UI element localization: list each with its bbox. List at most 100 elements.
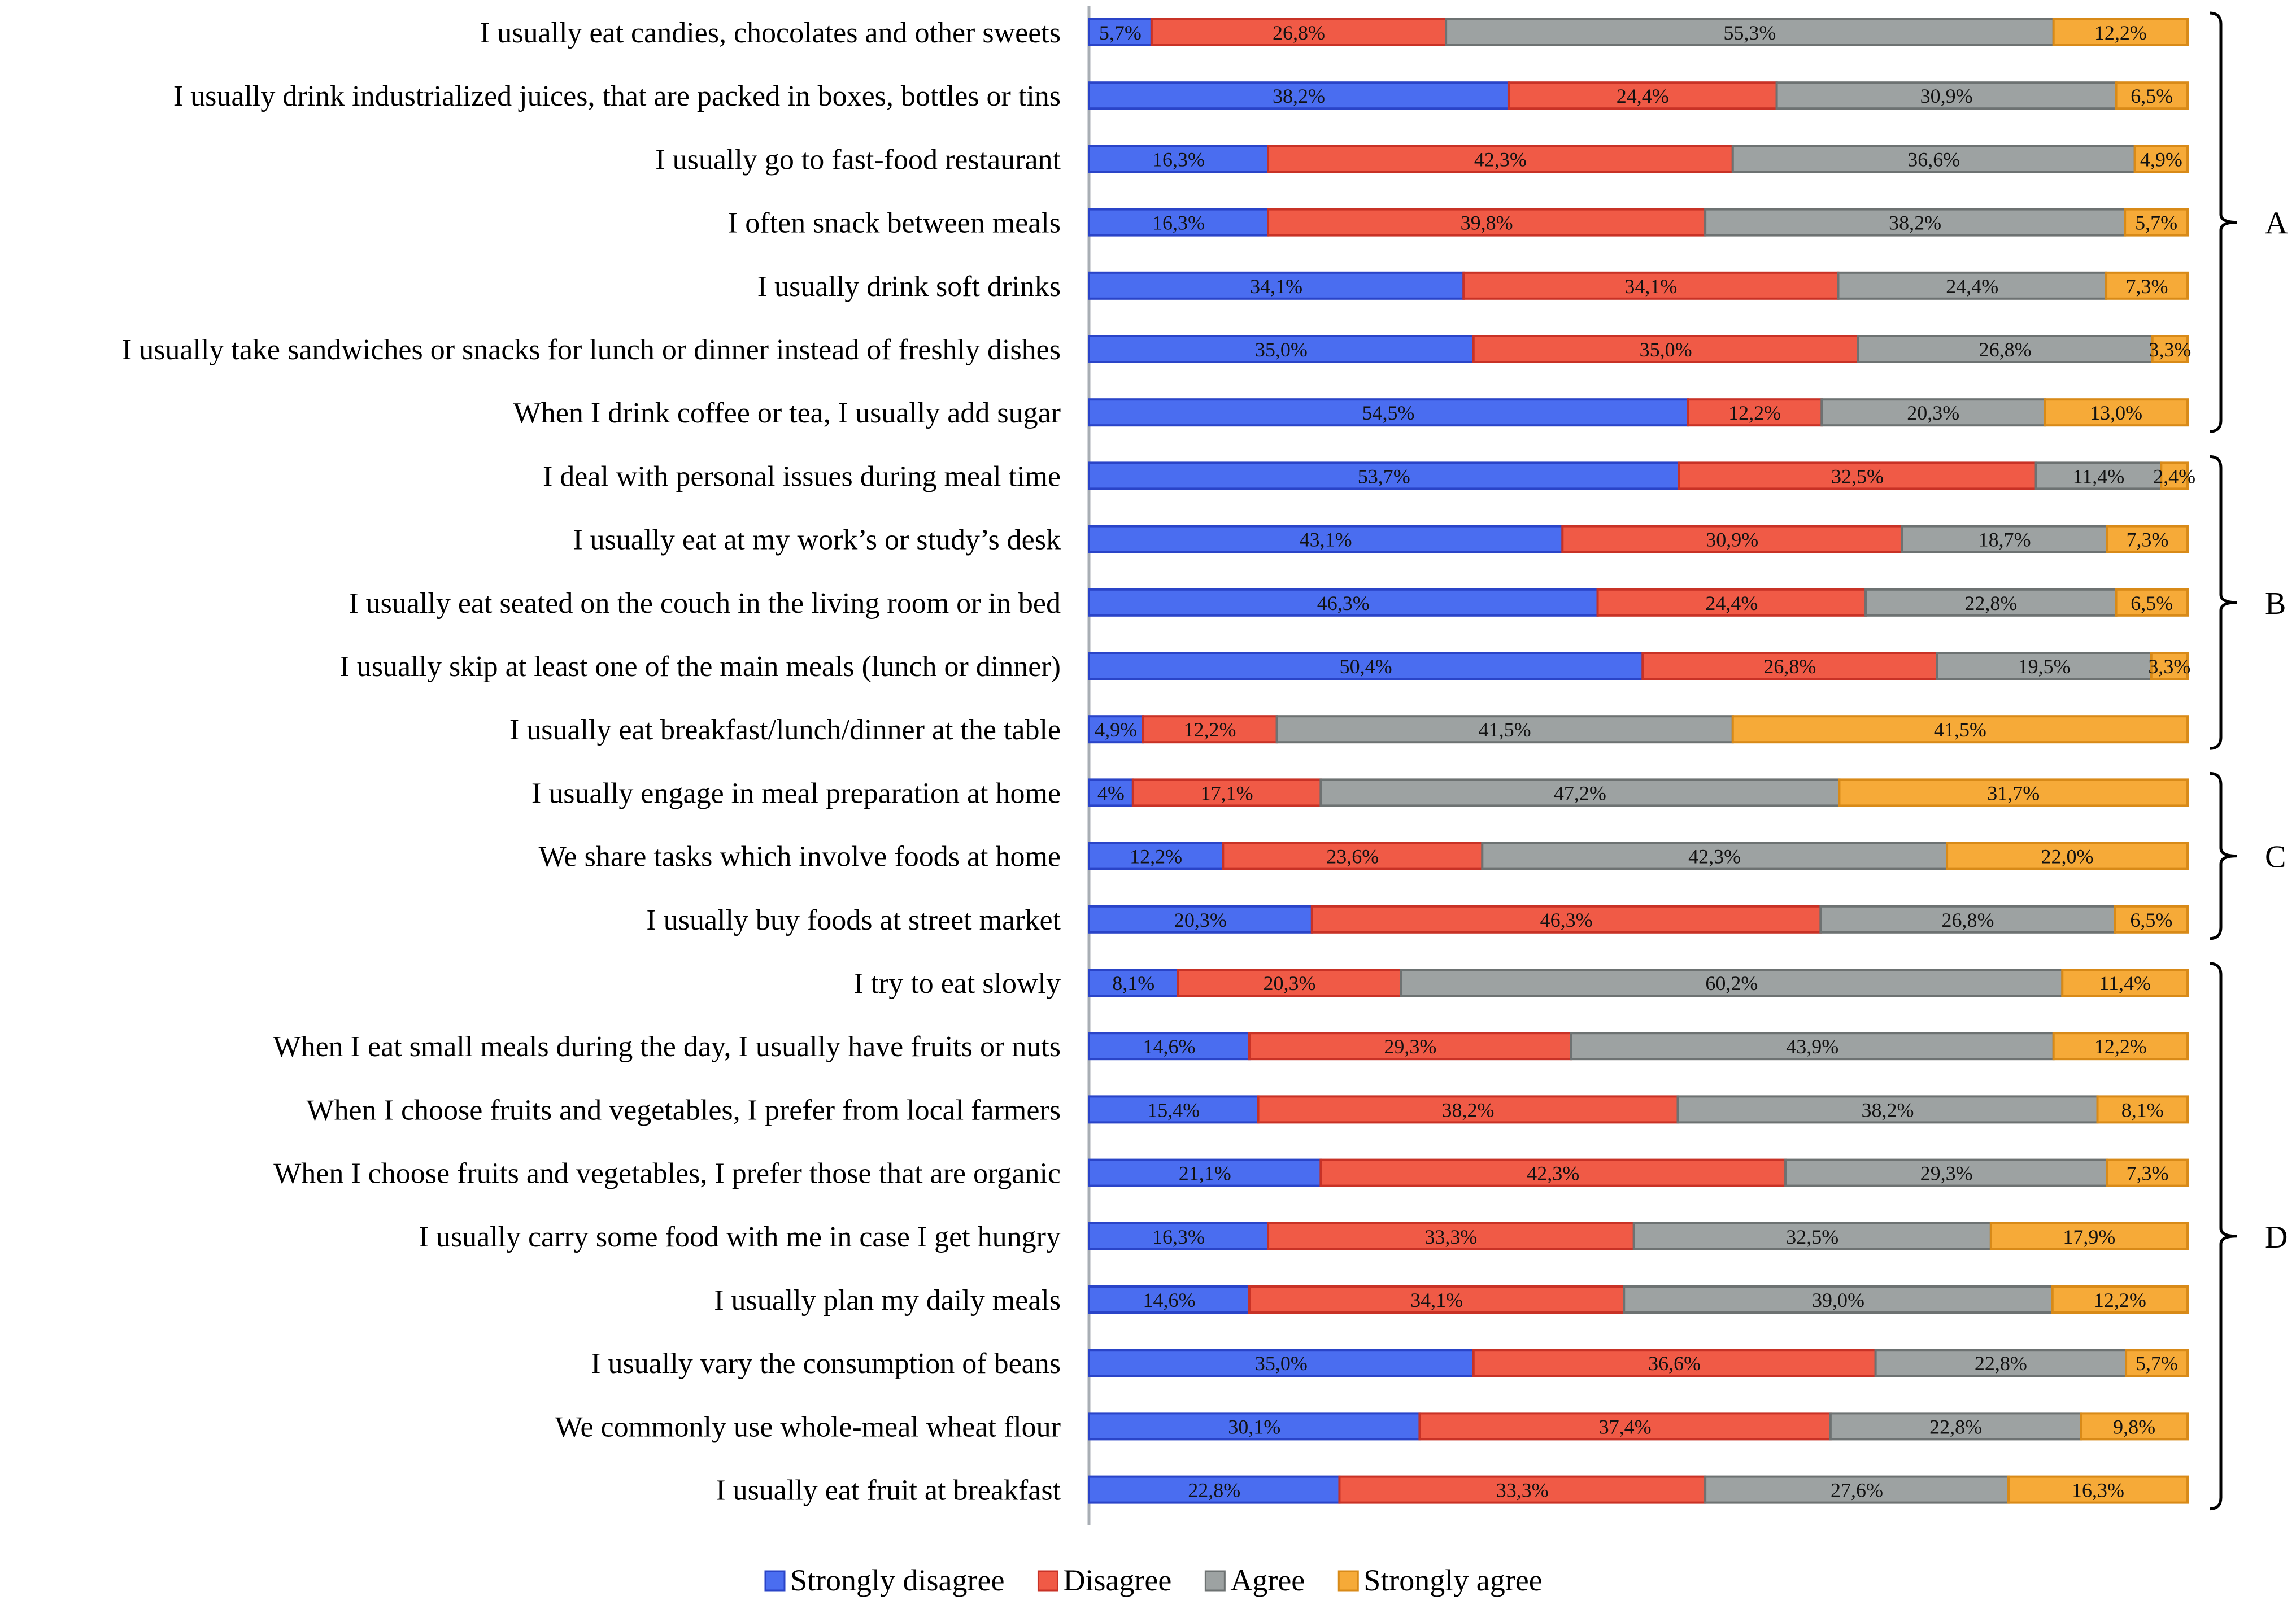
data-label: 5,7%: [2136, 1352, 2178, 1375]
data-label: 9,8%: [2113, 1415, 2155, 1438]
data-label: 60,2%: [1705, 972, 1758, 995]
bar-segment: [1731, 715, 2189, 744]
bar-segment: [2080, 1412, 2189, 1441]
bar-row: 53,7% 32,5% 11,4% 2,4%: [1088, 461, 2195, 490]
group-bracket: A: [2209, 11, 2288, 433]
data-label: 26,8%: [1942, 909, 1994, 931]
bar-row: 35,0% 36,6% 22,8% 5,7%: [1088, 1349, 2189, 1377]
bar-segment: [1088, 588, 1599, 617]
legend-item: Strongly disagree: [764, 1563, 1004, 1597]
data-label: 34,1%: [1624, 275, 1677, 298]
bar-segment: [2150, 652, 2189, 680]
bar-row: 4% 17,1% 47,2% 31,7%: [1088, 778, 2189, 807]
bar-segment: [1946, 842, 2189, 870]
bar-segment: [1775, 81, 2118, 110]
data-label: 54,5%: [1362, 402, 1415, 424]
bar-segment: [1472, 1349, 1877, 1377]
bar-segment: [1248, 1032, 1572, 1061]
bar-segment: [1837, 271, 2108, 300]
bar-segment: [2106, 525, 2189, 553]
bar-row: 16,3% 39,8% 38,2% 5,7%: [1088, 208, 2189, 237]
data-label: 32,5%: [1786, 1226, 1838, 1248]
bar-segment: [1936, 652, 2153, 680]
data-label: 16,3%: [1152, 1226, 1205, 1248]
data-label: 23,6%: [1326, 845, 1379, 868]
data-label: 14,6%: [1143, 1035, 1195, 1058]
data-label: 34,1%: [1410, 1289, 1463, 1311]
bar-segment: [1507, 81, 1778, 110]
group-label: D: [2265, 1220, 2288, 1255]
bar-segment: [1481, 842, 1949, 870]
bar-row: 35,0% 35,0% 26,8% 3,3%: [1088, 335, 2191, 363]
bar-segment: [1222, 842, 1484, 870]
bar-segment: [1462, 271, 1840, 300]
bar-segment: [1088, 18, 1153, 46]
bar-row: 5,7% 26,8% 55,3% 12,2%: [1088, 18, 2189, 46]
data-label: 35,0%: [1640, 338, 1692, 361]
data-label: 17,1%: [1201, 782, 1253, 804]
bar-segment: [1310, 905, 1822, 934]
data-label: 13,0%: [2090, 402, 2142, 424]
legend-swatch: [1204, 1570, 1226, 1592]
data-label: 3,3%: [2149, 338, 2191, 361]
bar-segment: [1088, 1412, 1421, 1441]
data-label: 22,8%: [1188, 1479, 1240, 1502]
bar-row: 14,6% 29,3% 43,9% 12,2%: [1088, 1032, 2189, 1061]
bar-row: 38,2% 24,4% 30,9% 6,5%: [1088, 81, 2189, 110]
bar-segment: [1704, 208, 2127, 237]
data-label: 26,8%: [1763, 655, 1816, 678]
data-label: 4%: [1097, 782, 1125, 804]
data-label: 38,2%: [1889, 212, 1941, 234]
data-label: 39,8%: [1461, 212, 1513, 234]
data-label: 38,2%: [1442, 1098, 1495, 1121]
data-label: 36,6%: [1907, 148, 1960, 171]
bar-row: 16,3% 33,3% 32,5% 17,9%: [1088, 1222, 2189, 1250]
group-label: B: [2265, 586, 2286, 621]
category-label: I usually eat breakfast/lunch/dinner at …: [509, 714, 1061, 746]
bar-segment: [1678, 461, 2037, 490]
bar-row: 54,5% 12,2% 20,3% 13,0%: [1088, 398, 2189, 427]
data-label: 24,4%: [1617, 85, 1669, 107]
category-label: We commonly use whole-meal wheat flour: [555, 1411, 1061, 1443]
data-label: 19,5%: [2018, 655, 2071, 678]
bar-segment: [1088, 969, 1179, 997]
data-label: 18,7%: [1979, 529, 2031, 551]
data-label: 4,9%: [1095, 718, 1137, 741]
legend-label: Strongly agree: [1363, 1563, 1542, 1597]
bar-segment: [2007, 1475, 2189, 1504]
bar-segment: [1088, 398, 1689, 427]
data-label: 8,1%: [1112, 972, 1154, 995]
data-label: 37,4%: [1599, 1415, 1652, 1438]
data-label: 22,0%: [2041, 845, 2094, 868]
data-label: 42,3%: [1688, 845, 1741, 868]
bar-segment: [1632, 1222, 1992, 1250]
bar-segment: [2114, 905, 2189, 934]
bar-segment: [2125, 1349, 2189, 1377]
data-label: 41,5%: [1479, 718, 1531, 741]
data-label: 43,1%: [1300, 529, 1352, 551]
category-label: I usually plan my daily meals: [714, 1284, 1061, 1316]
data-label: 42,3%: [1527, 1162, 1579, 1185]
legend-swatch: [1037, 1570, 1058, 1592]
data-label: 35,0%: [1255, 338, 1308, 361]
bar-segment: [2151, 335, 2189, 363]
data-label: 24,4%: [1705, 592, 1758, 614]
data-label: 32,5%: [1831, 465, 1884, 487]
data-label: 14,6%: [1143, 1289, 1195, 1311]
bar-segment: [2052, 1032, 2189, 1061]
bar-segment: [2105, 271, 2189, 300]
bar-segment: [1596, 588, 1867, 617]
category-label: I usually eat candies, chocolates and ot…: [480, 17, 1061, 49]
legend-swatch: [1337, 1570, 1359, 1592]
data-label: 12,2%: [1183, 718, 1236, 741]
legend-item: Strongly agree: [1337, 1563, 1543, 1597]
bracket-line: [2209, 771, 2237, 940]
data-label: 16,3%: [1152, 148, 1205, 171]
bar-segment: [1088, 1222, 1270, 1250]
bar-row: 43,1% 30,9% 18,7% 7,3%: [1088, 525, 2189, 553]
data-label: 15,4%: [1147, 1098, 1200, 1121]
bar-segment: [1731, 145, 2136, 173]
bar-row: 16,3% 42,3% 36,6% 4,9%: [1088, 145, 2189, 173]
category-label: I usually carry some food with me in cas…: [419, 1221, 1061, 1253]
